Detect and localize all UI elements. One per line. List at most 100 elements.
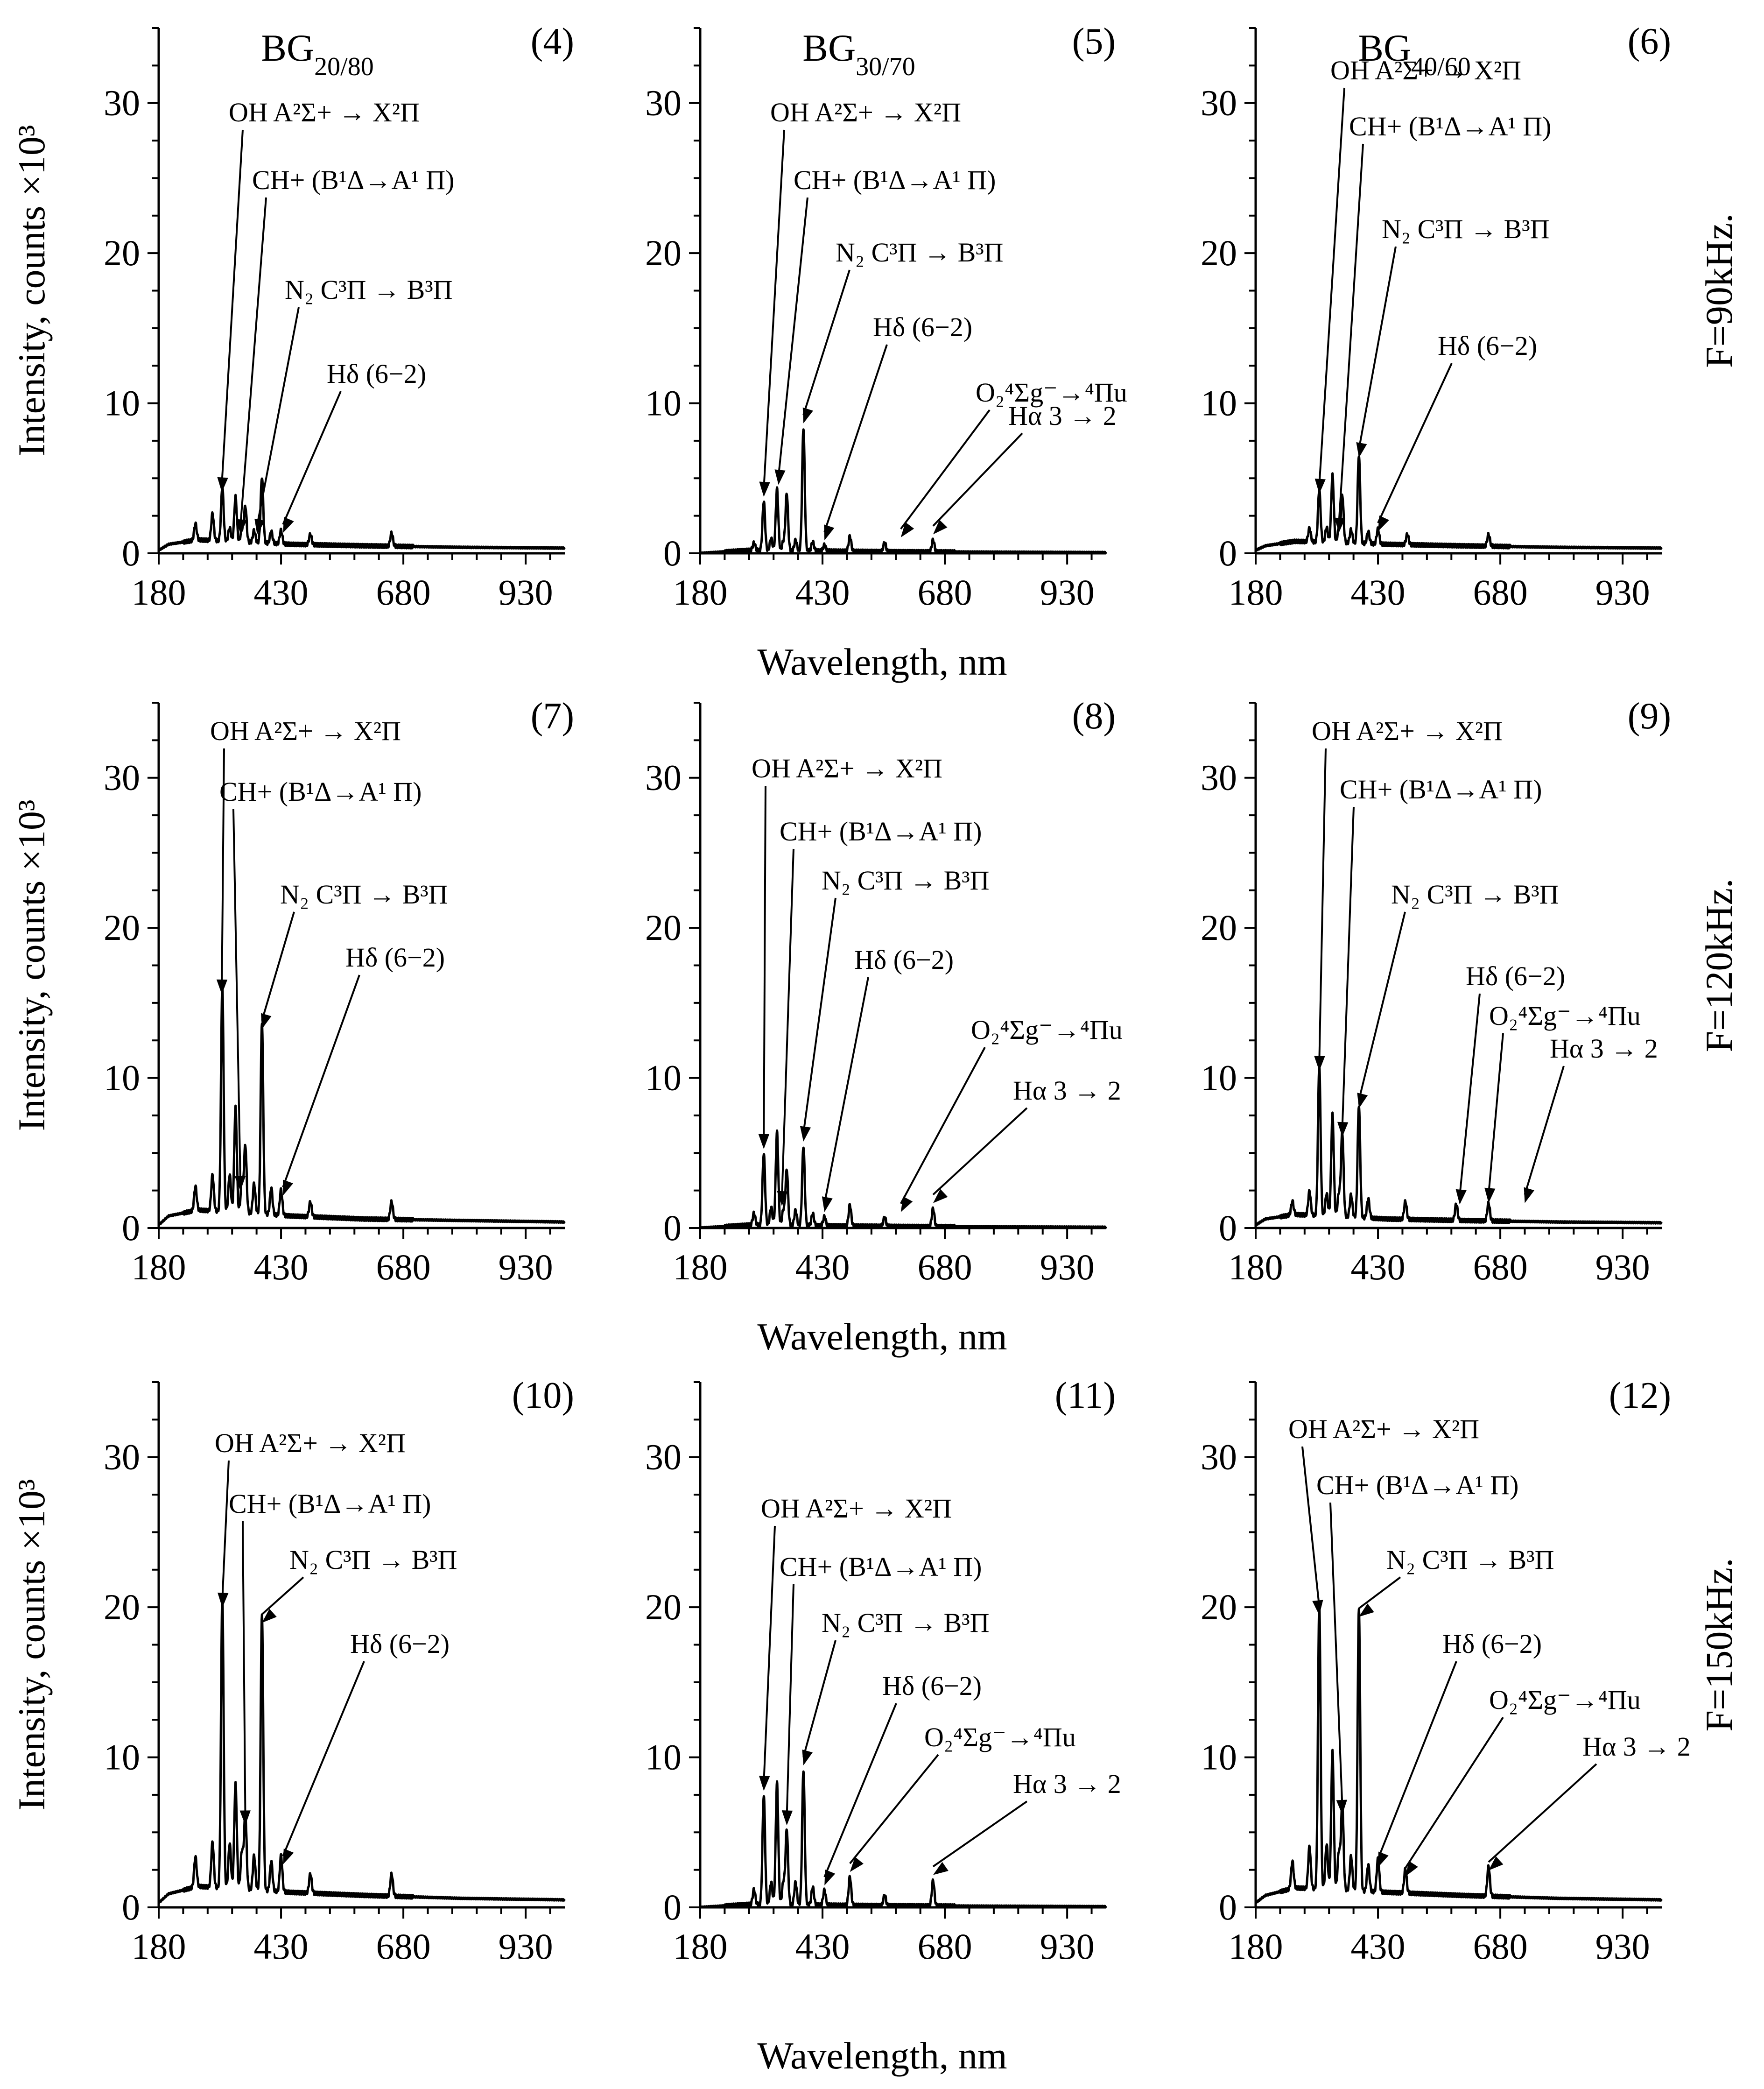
- spectrum-line: [158, 1595, 566, 1905]
- panel-4: 0 10 20 30 180 430 680 930 (4) BG20/80 OH A²Σ+ → X…: [10, 21, 574, 613]
- arrowhead: [1378, 515, 1390, 531]
- arrowhead: [218, 1592, 229, 1608]
- annotation-arrow: [1377, 363, 1453, 523]
- panel-12: 0 10 20 30 180 430 680 930 (12) OH A²Σ+ → X²Π CH+ …: [1201, 1375, 1740, 1967]
- x-tick-label: 180: [1229, 1247, 1283, 1287]
- peak-annotation: Hα 3 → 2: [1550, 1033, 1658, 1064]
- arrowhead: [1337, 1122, 1349, 1137]
- arrowhead: [822, 1196, 833, 1212]
- y-tick-label: 30: [104, 83, 140, 123]
- arrowhead: [217, 477, 228, 493]
- column-title: BG30/70: [802, 27, 915, 81]
- frequency-label: F=120kHz.: [1698, 879, 1740, 1052]
- annotation-arrow: [1358, 1576, 1401, 1609]
- annotation-arrow: [823, 977, 869, 1204]
- y-tick-label: 20: [1201, 1587, 1237, 1627]
- x-tick-label: 930: [1595, 1926, 1650, 1967]
- panel-number: (10): [512, 1375, 574, 1416]
- annotation-arrow: [900, 1047, 986, 1204]
- annotation-arrow: [221, 748, 225, 986]
- arrowhead: [1314, 479, 1326, 494]
- annotation-arrow: [1488, 1763, 1597, 1863]
- peak-annotation: N₂ C³Π → B³Π: [1391, 879, 1559, 910]
- arrowhead: [781, 1810, 793, 1826]
- x-tick-label: 930: [499, 1247, 553, 1287]
- peak-annotation: OH A²Σ+ → X²Π: [210, 716, 401, 746]
- peak-annotation: Hδ (6−2): [1438, 331, 1537, 361]
- peak-annotation: OH A²Σ+ → X²Π: [770, 97, 961, 127]
- arrowhead: [1334, 517, 1345, 533]
- annotation-arrow: [763, 129, 785, 489]
- peak-annotation: N₂ C³Π → B³Π: [285, 275, 453, 305]
- arrowhead: [1524, 1187, 1534, 1203]
- arrowhead: [239, 1810, 251, 1826]
- peak-annotation: CH+ (B¹Δ→A¹ Π): [794, 165, 996, 195]
- annotation-arrow: [282, 974, 360, 1188]
- x-tick-label: 430: [1351, 1926, 1406, 1967]
- spectrum-line: [699, 1129, 1107, 1229]
- annotation-arrow: [1318, 748, 1327, 1063]
- peak-annotation: N₂ C³Π → B³Π: [822, 865, 990, 896]
- y-tick-label: 0: [663, 1887, 682, 1927]
- y-tick-label: 20: [104, 233, 140, 273]
- y-tick-label: 20: [104, 907, 140, 948]
- peak-annotation: CH+ (B¹Δ→A¹ Π): [252, 165, 454, 195]
- annotation-arrow: [1358, 911, 1406, 1101]
- arrowhead: [1357, 1093, 1368, 1109]
- peak-annotation: Hδ (6−2): [873, 312, 972, 342]
- arrowhead: [774, 469, 786, 485]
- spectrum-line: [1255, 1604, 1663, 1905]
- arrowhead: [850, 1856, 864, 1872]
- annotation-arrow: [781, 848, 794, 1198]
- peak-annotation: Hδ (6−2): [882, 1671, 982, 1701]
- annotation-arrow: [1318, 87, 1345, 486]
- panel-5: 0 10 20 30 180 430 680 930 (5) BG30/70 OH A²Σ+ → X…: [645, 21, 1127, 613]
- peak-annotation: Hα 3 → 2: [1013, 1769, 1121, 1799]
- y-tick-label: 30: [1201, 757, 1237, 798]
- y-tick-label: 30: [645, 1437, 682, 1477]
- y-tick-label: 20: [645, 233, 682, 273]
- panel-grid: 0 10 20 30 180 430 680 930 (4) BG20/80 OH A²Σ+ → X…: [10, 21, 1740, 1967]
- x-tick-label: 680: [376, 572, 431, 613]
- annotation-arrow: [777, 197, 808, 477]
- annotation-arrow: [282, 391, 342, 525]
- peak-annotation: OH A²Σ+ → X²Π: [1330, 55, 1521, 85]
- annotation-arrow: [1341, 806, 1355, 1129]
- annotation-arrow: [282, 1661, 365, 1856]
- arrowhead: [900, 522, 914, 537]
- spectrum-line: [1255, 455, 1663, 552]
- panel-number: (4): [531, 21, 574, 62]
- annotation-arrow: [1405, 1716, 1504, 1869]
- x-tick-label: 430: [254, 1926, 309, 1967]
- peak-annotation: O₂⁴Σg⁻→⁴Πu: [924, 1722, 1076, 1752]
- figure-labels: Wavelength, nm Wavelength, nm Wavelength, …: [757, 641, 1007, 2077]
- y-tick-label: 0: [122, 533, 140, 573]
- arrowhead: [900, 1196, 913, 1212]
- arrowhead: [933, 1862, 949, 1875]
- annotation-arrow: [256, 307, 300, 526]
- x-tick-label: 930: [1595, 1247, 1650, 1287]
- arrowhead: [1336, 1800, 1347, 1815]
- x-tick-label: 930: [1595, 572, 1650, 613]
- peak-annotation: N₂ C³Π → B³Π: [289, 1545, 457, 1575]
- x-tick-label: 680: [1473, 1247, 1528, 1287]
- arrowhead: [261, 1013, 272, 1029]
- x-tick-label: 430: [1351, 1247, 1406, 1287]
- y-tick-label: 20: [645, 907, 682, 948]
- y-tick-label: 30: [645, 83, 682, 123]
- y-tick-label: 10: [1201, 383, 1237, 423]
- annotation-arrow: [1524, 1066, 1565, 1195]
- spectrum-line: [699, 428, 1107, 555]
- annotation-arrow: [1358, 246, 1397, 450]
- arrowhead: [234, 1176, 246, 1191]
- peak-annotation: OH A²Σ+ → X²Π: [1312, 716, 1503, 746]
- peak-annotation: OH A²Σ+ → X²Π: [752, 753, 942, 783]
- x-tick-label: 180: [132, 1247, 186, 1287]
- x-tick-label: 180: [673, 1926, 728, 1967]
- y-axis-title: Intensity, counts ×10³: [10, 125, 53, 456]
- frequency-label: F=150kHz.: [1698, 1558, 1740, 1732]
- peak-annotation: O₂⁴Σg⁻→⁴Πu: [976, 377, 1127, 408]
- arrowhead: [800, 1126, 811, 1142]
- y-tick-label: 0: [122, 1887, 140, 1927]
